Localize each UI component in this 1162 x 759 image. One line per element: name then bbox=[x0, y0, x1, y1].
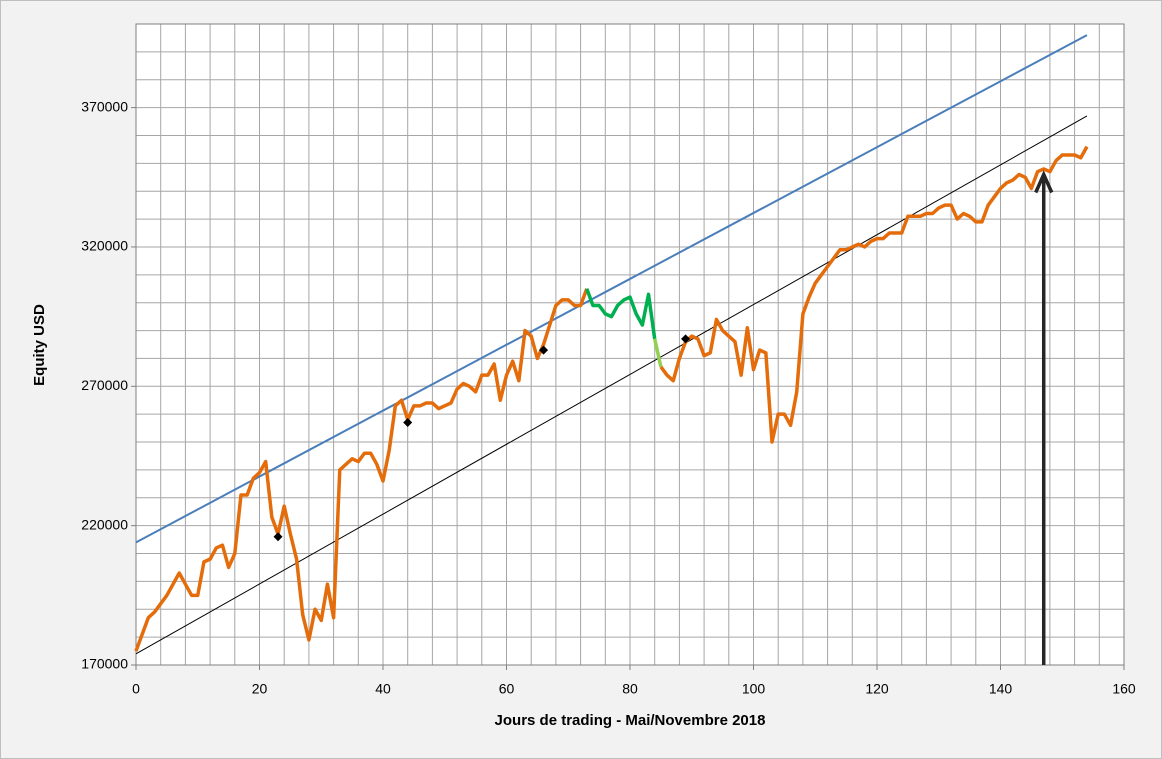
x-tick-label: 40 bbox=[375, 681, 391, 697]
x-tick-label: 0 bbox=[132, 681, 140, 697]
equity-line bbox=[585, 288, 657, 340]
trend-line bbox=[135, 115, 1088, 655]
x-tick-label: 160 bbox=[1112, 681, 1136, 697]
x-tick-label: 140 bbox=[989, 681, 1013, 697]
x-tick-label: 80 bbox=[622, 681, 638, 697]
y-tick-label: 370000 bbox=[81, 98, 128, 114]
equity-line bbox=[652, 338, 663, 368]
y-tick-label: 220000 bbox=[81, 516, 128, 532]
x-tick-label: 120 bbox=[865, 681, 889, 697]
x-tick-label: 60 bbox=[499, 681, 515, 697]
y-tick-label: 320000 bbox=[81, 238, 128, 254]
trend-line bbox=[135, 34, 1088, 544]
y-tick-label: 170000 bbox=[81, 656, 128, 672]
marker bbox=[273, 532, 283, 542]
arrow-head bbox=[1034, 170, 1054, 194]
x-tick-label: 100 bbox=[742, 681, 766, 697]
x-axis-title: Jours de trading - Mai/Novembre 2018 bbox=[495, 712, 766, 729]
y-axis-title: Equity USD bbox=[31, 304, 48, 386]
y-tick-label: 270000 bbox=[81, 377, 128, 393]
marker bbox=[403, 418, 413, 428]
marker bbox=[681, 334, 691, 344]
equity-line bbox=[659, 145, 1089, 444]
x-tick-label: 20 bbox=[252, 681, 268, 697]
equity-line bbox=[134, 288, 589, 652]
marker bbox=[539, 345, 549, 355]
